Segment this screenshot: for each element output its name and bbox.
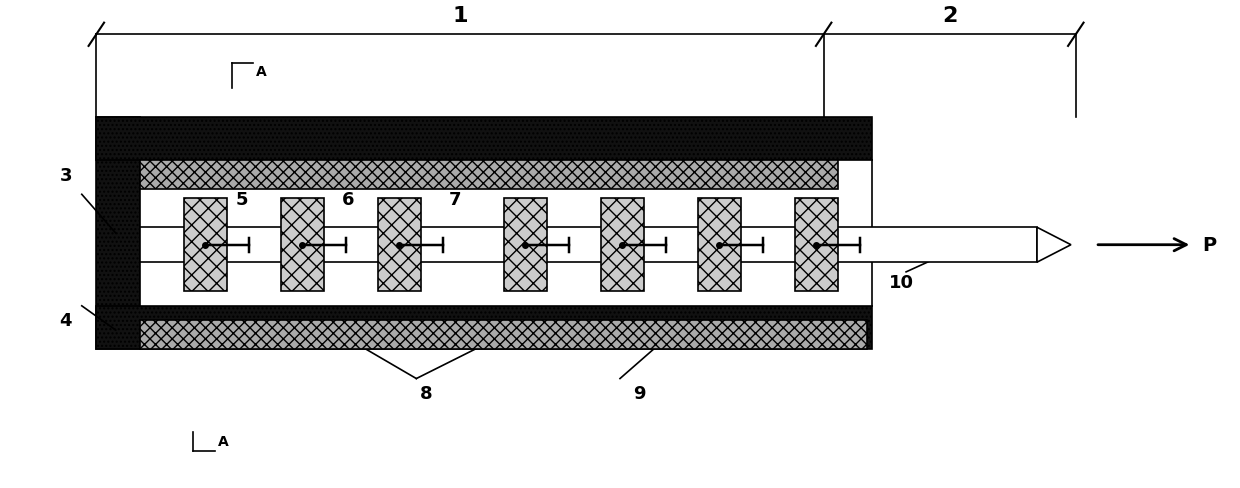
Bar [140, 321, 867, 350]
Bar [600, 199, 645, 292]
Text: 10: 10 [889, 273, 914, 291]
Text: 7: 7 [449, 191, 461, 209]
Bar [503, 199, 547, 292]
Text: 3: 3 [60, 166, 72, 184]
Bar [698, 199, 742, 292]
Text: A: A [217, 434, 228, 448]
Bar [377, 199, 422, 292]
Text: 5: 5 [236, 191, 248, 209]
Bar [97, 306, 872, 350]
Text: 8: 8 [419, 385, 433, 402]
Text: 2: 2 [942, 5, 957, 25]
Bar [795, 199, 838, 292]
Bar [280, 199, 324, 292]
Text: 6: 6 [342, 191, 355, 209]
Bar [97, 118, 140, 350]
Text: P: P [1202, 236, 1216, 255]
Bar [97, 118, 872, 161]
Text: 9: 9 [634, 385, 646, 402]
Polygon shape [1037, 228, 1071, 263]
Bar [140, 161, 872, 306]
Text: 4: 4 [60, 312, 72, 330]
Bar [184, 199, 227, 292]
Text: A: A [257, 65, 267, 79]
Bar [140, 161, 838, 190]
Text: 1: 1 [453, 5, 467, 25]
Bar [140, 228, 1037, 263]
